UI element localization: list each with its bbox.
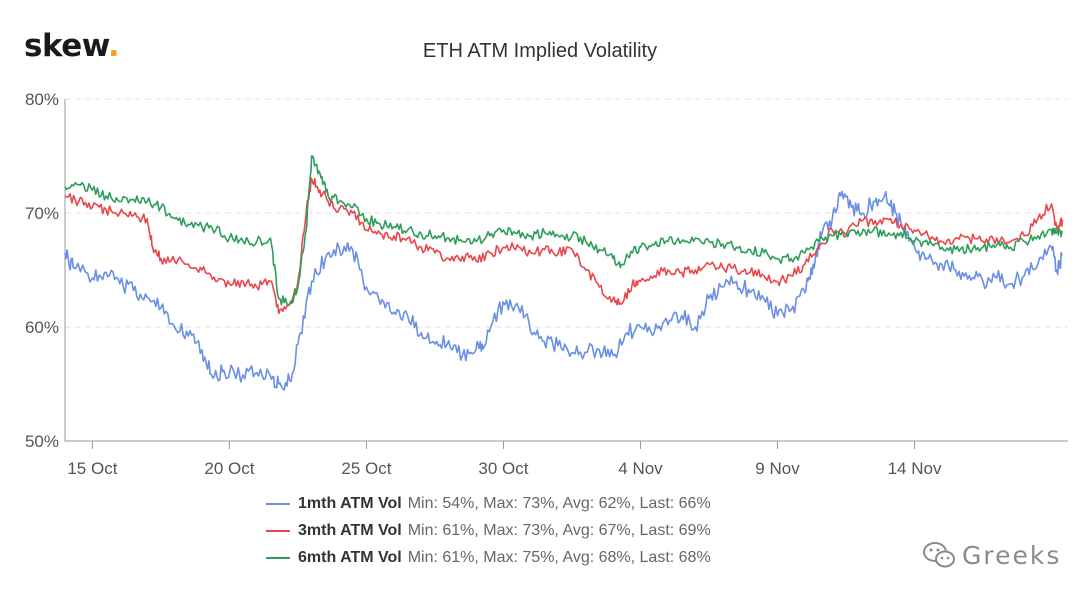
series-line-6mth	[64, 155, 1064, 306]
legend-label-3mth: 3mth ATM Vol	[298, 521, 402, 539]
chart-title: ETH ATM Implied Volatility	[422, 40, 658, 62]
legend-item-1mth[interactable]: 1mth ATM Vol Min: 54%, Max: 73%, Avg: 62…	[266, 490, 711, 517]
y-tick-label: 60%	[25, 318, 59, 337]
logo-dot: .	[107, 28, 120, 64]
x-tick-label: 9 Nov	[755, 459, 800, 478]
legend-label-1mth: 1mth ATM Vol	[298, 494, 402, 512]
series-line-3mth	[64, 177, 1064, 315]
legend-stats-6mth: Min: 61%, Max: 75%, Avg: 68%, Last: 68%	[407, 548, 711, 566]
x-tick-label: 25 Oct	[341, 459, 391, 478]
x-tick-label: 4 Nov	[618, 459, 663, 478]
series-line-1mth	[64, 190, 1063, 391]
legend-swatch-1mth	[266, 502, 290, 505]
x-tick-label: 30 Oct	[478, 459, 528, 478]
logo-text: skew	[24, 28, 108, 64]
legend-item-3mth[interactable]: 3mth ATM Vol Min: 61%, Max: 73%, Avg: 67…	[266, 517, 711, 544]
chart-legend: 1mth ATM Vol Min: 54%, Max: 73%, Avg: 62…	[266, 490, 711, 571]
legend-stats-3mth: Min: 61%, Max: 73%, Avg: 67%, Last: 69%	[407, 521, 711, 539]
y-tick-label: 80%	[25, 90, 59, 109]
y-tick-label: 50%	[25, 432, 59, 451]
watermark-text: Greeks	[962, 540, 1062, 570]
legend-swatch-3mth	[266, 529, 290, 532]
greeks-watermark: Greeks	[922, 540, 1061, 570]
skew-logo: skew.	[24, 28, 120, 64]
legend-label-6mth: 6mth ATM Vol	[298, 548, 402, 566]
legend-stats-1mth: Min: 54%, Max: 73%, Avg: 62%, Last: 66%	[407, 494, 711, 512]
legend-swatch-6mth	[266, 556, 290, 559]
x-tick-label: 20 Oct	[204, 459, 254, 478]
y-tick-label: 70%	[25, 204, 59, 223]
legend-item-6mth[interactable]: 6mth ATM Vol Min: 61%, Max: 75%, Avg: 68…	[266, 544, 711, 571]
x-tick-label: 15 Oct	[67, 459, 117, 478]
x-tick-label: 14 Nov	[888, 459, 942, 478]
wechat-icon	[923, 542, 955, 568]
